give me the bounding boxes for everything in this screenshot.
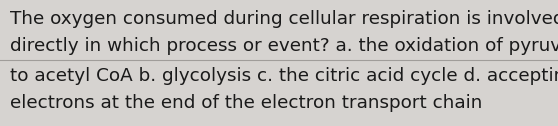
Text: to acetyl CoA b. glycolysis c. the citric acid cycle d. accepting: to acetyl CoA b. glycolysis c. the citri… <box>10 67 558 85</box>
Text: The oxygen consumed during cellular respiration is involved: The oxygen consumed during cellular resp… <box>10 10 558 28</box>
Text: electrons at the end of the electron transport chain: electrons at the end of the electron tra… <box>10 94 483 112</box>
Text: directly in which process or event? a. the oxidation of pyruvate: directly in which process or event? a. t… <box>10 37 558 55</box>
